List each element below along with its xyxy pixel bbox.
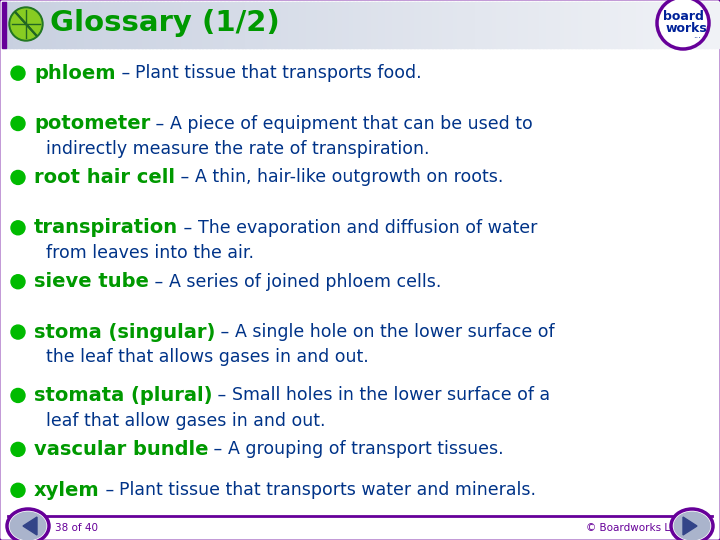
Text: –: – bbox=[212, 387, 233, 404]
Bar bbox=[73, 2, 78, 48]
Bar bbox=[385, 2, 390, 48]
Bar bbox=[618, 2, 622, 48]
Bar bbox=[714, 2, 719, 48]
Text: potometer: potometer bbox=[34, 114, 150, 133]
Bar bbox=[160, 2, 164, 48]
Bar bbox=[306, 2, 311, 48]
Bar bbox=[48, 2, 53, 48]
Circle shape bbox=[11, 483, 25, 497]
Circle shape bbox=[11, 388, 25, 402]
Bar bbox=[693, 2, 698, 48]
Text: –: – bbox=[115, 64, 135, 82]
Bar bbox=[607, 2, 611, 48]
Text: the leaf that allows gases in and out.: the leaf that allows gases in and out. bbox=[46, 348, 369, 367]
Bar bbox=[353, 2, 357, 48]
Bar bbox=[650, 2, 654, 48]
Bar bbox=[525, 2, 529, 48]
Bar bbox=[625, 2, 629, 48]
Bar bbox=[292, 2, 297, 48]
Bar bbox=[621, 2, 626, 48]
Bar bbox=[707, 2, 712, 48]
Bar bbox=[253, 2, 257, 48]
Text: vascular bundle: vascular bundle bbox=[34, 440, 209, 459]
Text: 38 of 40: 38 of 40 bbox=[55, 523, 98, 533]
Bar bbox=[554, 2, 558, 48]
Text: Plant tissue that transports water and minerals.: Plant tissue that transports water and m… bbox=[120, 481, 536, 500]
Text: © Boardworks Ltd 2007: © Boardworks Ltd 2007 bbox=[585, 523, 710, 533]
Bar bbox=[242, 2, 246, 48]
Bar bbox=[70, 2, 75, 48]
Bar bbox=[679, 2, 683, 48]
Bar bbox=[63, 2, 68, 48]
Bar bbox=[217, 2, 221, 48]
Bar bbox=[24, 2, 28, 48]
Bar bbox=[296, 2, 300, 48]
Bar bbox=[453, 2, 458, 48]
Bar bbox=[360, 2, 364, 48]
Bar bbox=[711, 2, 716, 48]
Bar bbox=[539, 2, 544, 48]
Bar bbox=[582, 2, 587, 48]
Text: transpiration: transpiration bbox=[34, 218, 178, 237]
Bar bbox=[299, 2, 304, 48]
Bar bbox=[99, 2, 103, 48]
Bar bbox=[478, 2, 482, 48]
Text: A thin, hair-like outgrowth on roots.: A thin, hair-like outgrowth on roots. bbox=[194, 168, 503, 186]
Bar bbox=[35, 2, 39, 48]
Bar bbox=[546, 2, 551, 48]
Polygon shape bbox=[683, 517, 697, 535]
Bar bbox=[9, 2, 14, 48]
Bar bbox=[235, 2, 239, 48]
Bar bbox=[317, 2, 322, 48]
Text: –: – bbox=[99, 481, 120, 500]
Bar bbox=[167, 2, 171, 48]
Bar bbox=[425, 2, 429, 48]
Bar bbox=[138, 2, 143, 48]
Bar bbox=[324, 2, 329, 48]
Bar bbox=[55, 2, 60, 48]
Bar bbox=[192, 2, 197, 48]
Bar bbox=[109, 2, 114, 48]
Bar bbox=[113, 2, 117, 48]
Bar bbox=[320, 2, 325, 48]
Bar bbox=[374, 2, 379, 48]
Bar bbox=[59, 2, 64, 48]
Text: works: works bbox=[665, 22, 707, 35]
Bar bbox=[382, 2, 386, 48]
Bar bbox=[532, 2, 536, 48]
Bar bbox=[428, 2, 433, 48]
Bar bbox=[37, 2, 42, 48]
Bar bbox=[17, 2, 21, 48]
Bar bbox=[302, 2, 307, 48]
Bar bbox=[356, 2, 361, 48]
Bar bbox=[274, 2, 279, 48]
Text: sieve tube: sieve tube bbox=[34, 272, 149, 291]
Bar bbox=[313, 2, 318, 48]
Bar bbox=[170, 2, 175, 48]
Bar bbox=[557, 2, 562, 48]
Bar bbox=[449, 2, 454, 48]
Bar bbox=[45, 2, 50, 48]
Circle shape bbox=[11, 171, 25, 185]
Bar bbox=[331, 2, 336, 48]
Bar bbox=[224, 2, 228, 48]
Bar bbox=[485, 2, 490, 48]
Bar bbox=[467, 2, 472, 48]
Bar bbox=[177, 2, 182, 48]
Bar bbox=[489, 2, 493, 48]
Bar bbox=[246, 2, 250, 48]
Bar bbox=[442, 2, 447, 48]
Bar bbox=[567, 2, 572, 48]
Text: root hair cell: root hair cell bbox=[34, 168, 175, 187]
Bar bbox=[685, 2, 690, 48]
Bar bbox=[13, 2, 17, 48]
Bar bbox=[52, 2, 57, 48]
Bar bbox=[81, 2, 86, 48]
Bar bbox=[456, 2, 462, 48]
Bar bbox=[342, 2, 347, 48]
Bar bbox=[41, 2, 46, 48]
Text: leaf that allow gases in and out.: leaf that allow gases in and out. bbox=[46, 412, 325, 430]
Text: –: – bbox=[178, 219, 198, 237]
Bar bbox=[657, 2, 662, 48]
